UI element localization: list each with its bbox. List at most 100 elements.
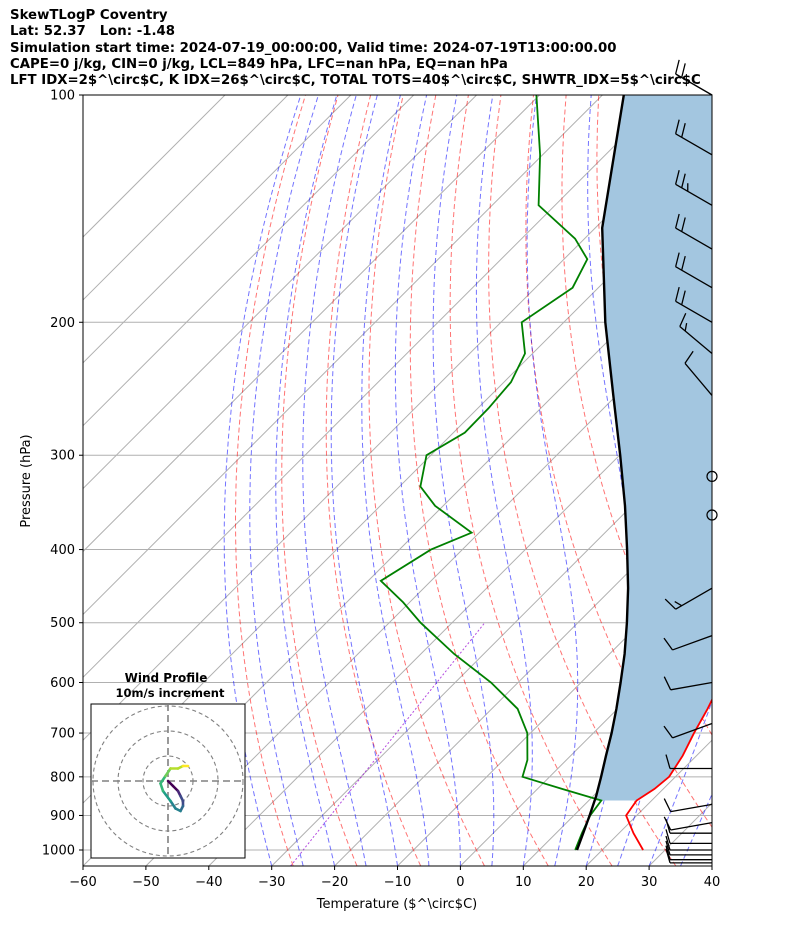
x-tick-label: −50 [132,875,159,890]
isotherm [83,95,352,364]
wind-barb-flag [665,819,671,834]
x-tick-label: −60 [69,875,96,890]
x-tick-label: −30 [258,875,285,890]
y-tick-label: 300 [50,449,75,464]
isotherm [83,95,415,427]
y-tick-label: 200 [50,316,75,331]
moist-adiabat [648,699,712,866]
wind-barb-staff [672,722,713,739]
x-tick-label: 30 [641,875,658,890]
isotherm [83,95,226,238]
header-line: LFT IDX=2$^\circ$C, K IDX=26$^\circ$C, T… [10,73,701,89]
hodograph-segment [159,774,167,785]
wind-barb-flag [681,290,686,305]
isotherm [83,110,712,741]
isotherm [83,95,540,553]
wind-barb-flag [679,312,687,327]
moist-adiabat [617,95,700,866]
wind-barb-flag [665,829,671,844]
wind-barb-staff [675,587,713,610]
wind-barb-flag [681,63,686,78]
y-tick-label: 900 [50,809,75,824]
dry-adiabat [729,95,794,866]
isotherm [397,550,712,866]
moist-adiabat [526,95,579,866]
isotherm [83,95,289,301]
wind-barb-flag [674,213,680,229]
dry-adiabat [325,95,422,866]
isotherm [711,865,712,866]
wind-barb-flag [665,835,671,851]
dry-adiabat [762,95,794,866]
parcel-profile-line [575,95,630,851]
wind-barb-flag [663,725,674,739]
isotherm [83,95,666,679]
moist-adiabat [330,95,398,866]
wind-barb-staff [670,681,713,691]
wind-barb-staff [675,73,713,96]
y-axis-label: Pressure (hPa) [19,434,34,527]
hodograph-segment [161,789,172,803]
wind-barb-flag [663,637,674,651]
dry-adiabat [235,95,306,866]
wind-barb-flag [684,322,688,332]
moist-adiabat [432,95,495,866]
header-line: Simulation start time: 2024-07-19_00:00:… [10,40,617,56]
dry-adiabat [449,95,613,866]
x-tick-label: −20 [321,875,348,890]
wind-barb-flag [674,59,680,75]
moist-adiabat [302,95,367,866]
hodograph-segment [159,782,165,793]
wind-barb-flag [665,845,671,860]
wind-barb-flag [684,350,694,364]
calm-wind-circle [706,509,718,521]
moist-adiabat [475,95,533,866]
wind-barb-flag [674,252,680,267]
x-axis-label: Temperature ($^\circ$C) [316,897,477,912]
wind-barb-flag [681,217,686,232]
x-tick-label: 40 [704,875,721,890]
hodograph-segment [169,799,177,810]
wind-barb-flag [674,601,683,607]
header-line: CAPE=0 j/kg, CIN=0 j/kg, LCL=849 hPa, LF… [10,56,508,72]
y-tick-label: 400 [50,543,75,558]
wind-barb-staff [670,822,713,831]
moist-adiabat [394,95,461,866]
wind-barb-flag [674,170,680,185]
wind-barb-staff [670,803,713,813]
wind-barb-staff [684,362,713,396]
hodograph-title: Wind Profile [125,671,208,685]
moist-adiabat [361,95,430,866]
x-tick-label: 20 [578,875,595,890]
moist-adiabat [249,95,319,866]
wind-barb-flag [674,286,680,302]
header-line: Lat: 52.37 Lon: -1.48 [10,24,176,40]
wind-barb-flag [663,798,672,812]
hodograph-subtitle: 10m/s increment [116,686,225,700]
hodograph-plot [91,704,245,858]
moist-adiabat [680,792,712,866]
calm-wind-circle [706,470,718,482]
dry-adiabat [281,95,358,866]
y-tick-label: 600 [50,676,75,691]
moist-adiabat [711,864,712,866]
temperature-line [625,697,712,851]
wind-barb-flag [681,122,686,138]
moist-adiabat [223,95,302,866]
wind-barb-flag [681,173,686,188]
isotherm [145,299,712,866]
dewpoint-line [379,95,603,851]
y-tick-label: 100 [50,89,75,104]
moist-adiabat [275,95,338,866]
wind-barbs [663,59,718,864]
hodograph: Wind Profile 10m/s increment [90,671,246,859]
chart-header: SkewTLogP Coventry Lat: 52.37 Lon: -1.48… [10,8,701,89]
hodograph-segment [164,767,172,778]
wind-barb-staff [672,634,713,651]
isotherm [83,95,603,616]
isotherm [460,613,712,866]
x-tick-label: −10 [384,875,411,890]
dry-adiabat [488,95,677,866]
isotherm [334,487,712,866]
